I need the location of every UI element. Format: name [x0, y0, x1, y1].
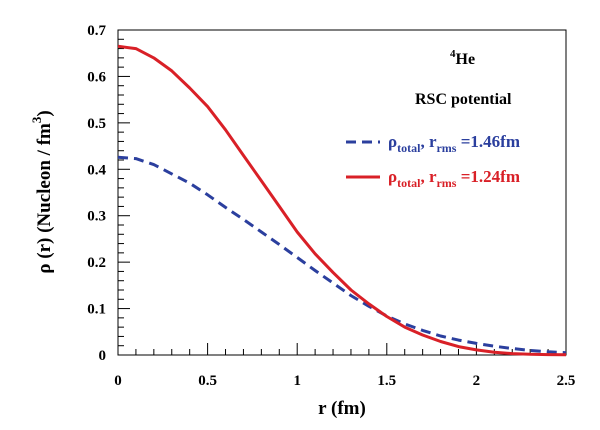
x-tick-label: 1.5: [377, 373, 396, 389]
legend-1-sep: , r: [420, 132, 437, 151]
tick-labels: 0 0.1 0.2 0.3 0.4 0.5 0.6 0.7 0 0.5 1 1.5 2 2.5: [87, 23, 575, 389]
series-lines: [117, 44, 567, 357]
legend-1-rho: ρ: [388, 132, 397, 151]
y-tick-label: 0.5: [87, 116, 106, 132]
nucleus-symbol: He: [456, 51, 476, 68]
y-axis-title-close: ): [34, 110, 55, 116]
x-tick-label: 0.5: [198, 373, 217, 389]
y-tick-label: 0.7: [87, 23, 106, 39]
legend: ρtotal, rrms =1.46fm ρtotal, rrms =1.24f…: [346, 132, 520, 190]
potential-label: RSC potential: [415, 91, 512, 108]
y-tick-label: 0.4: [87, 162, 106, 178]
legend-2-rho: ρ: [388, 167, 397, 186]
y-tick-label: 0.1: [87, 302, 106, 318]
legend-1-value: =1.46fm: [456, 132, 520, 151]
legend-2-rho-sub: total: [397, 176, 421, 190]
x-tick-label: 2.5: [557, 373, 576, 389]
nucleus-label: 4He: [450, 48, 475, 68]
legend-2-r-sub: rms: [436, 176, 456, 190]
legend-1-rho-sub: total: [397, 141, 421, 155]
y-axis-title-sup: 3: [29, 116, 44, 123]
series-line-2: [117, 44, 567, 357]
axis-ticks: [117, 29, 567, 356]
y-tick-label: 0: [99, 348, 107, 364]
series-line-1: [117, 155, 567, 355]
x-tick-label: 0: [114, 373, 122, 389]
x-tick-label: 2: [473, 373, 481, 389]
legend-label-2: ρtotal, rrms =1.24fm: [388, 167, 520, 190]
legend-2-sep: , r: [420, 167, 437, 186]
legend-2-value: =1.24fm: [456, 167, 520, 186]
x-axis-title: r (fm): [318, 398, 366, 419]
nucleus-mass-number: 4: [450, 48, 456, 60]
x-tick-label: 1: [293, 373, 301, 389]
y-tick-label: 0.2: [87, 255, 106, 271]
y-axis-title-main: ρ (r) (Nucleon / fm: [34, 123, 55, 274]
y-axis-title: ρ (r) (Nucleon / fm3): [29, 110, 55, 273]
y-tick-label: 0.3: [87, 209, 106, 225]
plot-frame: [117, 29, 567, 356]
y-tick-label: 0.6: [87, 69, 106, 85]
legend-1-r-sub: rms: [436, 141, 456, 155]
legend-label-1: ρtotal, rrms =1.46fm: [388, 132, 520, 155]
